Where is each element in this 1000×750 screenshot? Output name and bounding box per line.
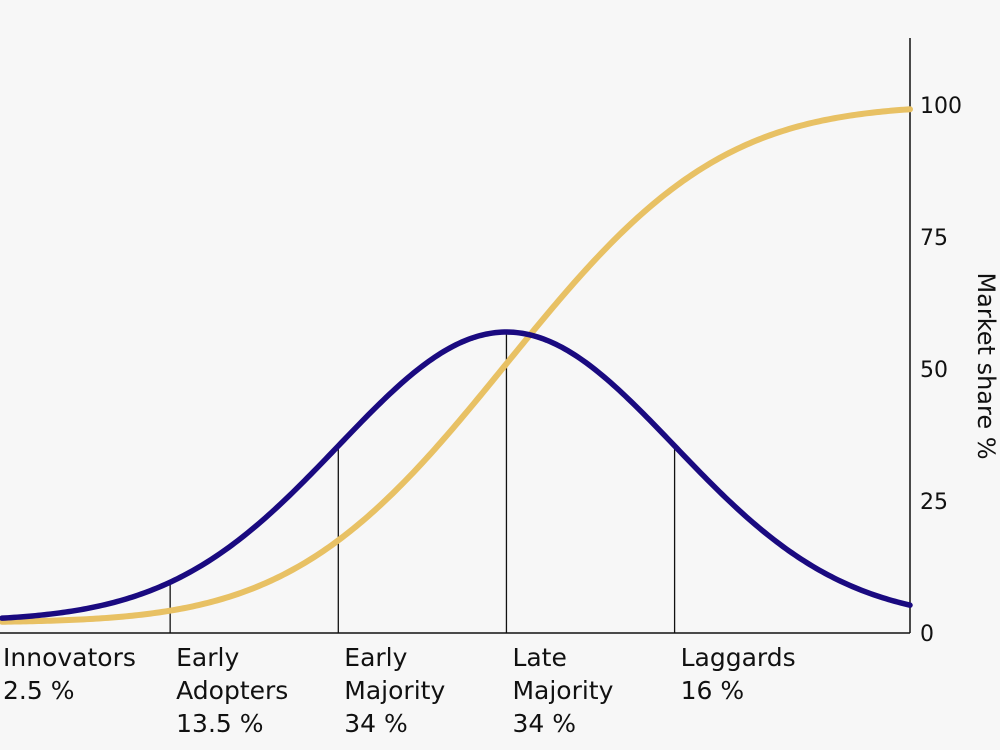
category-label-4: Late Majority 34 % — [512, 643, 613, 738]
category-label-1: Innovators 2.5 % — [3, 643, 136, 705]
category-label-5: Laggards 16 % — [681, 643, 796, 705]
category-labels: Innovators 2.5 % Early Adopters 13.5 % Early M… — [3, 643, 796, 738]
series-cumulative-curve — [0, 106, 913, 625]
y-tick-label: 75 — [920, 226, 948, 251]
y-tick-label: 100 — [920, 94, 962, 119]
series-bell-curve — [0, 329, 913, 621]
segment-dividers — [169, 332, 676, 633]
y-tick-label: 25 — [920, 490, 948, 515]
category-label-2: Early Adopters 13.5 % — [176, 643, 288, 738]
y-axis-ticks: 0 25 50 75 100 — [920, 94, 962, 647]
y-tick-label: 50 — [920, 358, 948, 383]
y-axis-title: Market share % — [972, 272, 1000, 459]
y-tick-label: 0 — [920, 622, 934, 647]
category-label-3: Early Majority 34 % — [344, 643, 445, 738]
